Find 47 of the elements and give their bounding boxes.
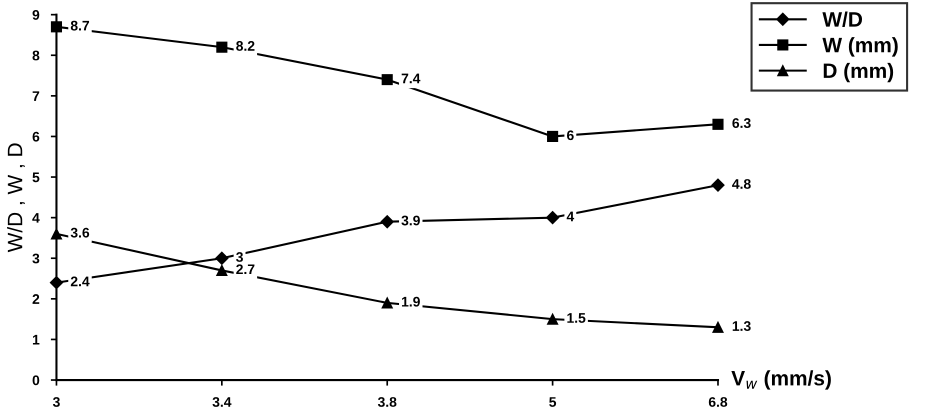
data-label: 6.3 [732,118,751,128]
point [546,211,560,224]
point [382,297,393,308]
point [712,118,724,130]
data-label: 6 [567,130,574,140]
data-label: 8.7 [70,20,90,31]
y-axis-title: W/D , W , D [7,143,25,252]
data-label: 1.3 [732,321,751,332]
x-tick-label: 3.4 [212,397,232,407]
legend-label: D (mm) [824,62,894,82]
data-label: 2.7 [236,264,254,274]
x-axis-title: V$_{w}$ (mm/s) [731,370,831,390]
point [711,178,725,192]
y-tick-label: 6 [32,132,40,142]
data-label: 1.9 [402,296,420,307]
data-label: 3.9 [401,216,420,226]
y-tick-label: 2 [32,294,40,304]
x-tick-label: 3 [52,397,60,407]
y-tick-label: 5 [32,172,40,182]
point [216,42,228,53]
data-label: 3 [236,252,243,262]
data-label: 2.4 [70,276,90,286]
y-tick-label: 9 [32,10,40,20]
point [216,264,228,276]
y-tick-label: 0 [32,375,40,386]
point [380,215,394,228]
point [712,322,724,333]
x-tick-label: 5 [549,397,556,407]
y-tick-label: 4 [32,213,40,223]
data-label: 3.6 [70,228,90,238]
point [547,130,558,142]
data-label: 1.5 [567,313,586,323]
point [547,314,558,325]
point [215,252,228,265]
y-tick-label: 1 [32,334,40,344]
data-label: 8.2 [236,41,254,51]
y-tick-label: 7 [32,91,40,101]
legend-label: W/D [822,11,862,28]
data-label: 7.4 [402,74,420,84]
x-tick-label: 6.8 [708,397,728,407]
legend-label: W (mm) [822,37,898,57]
y-tick-label: 3 [32,254,40,264]
x-tick-label: 3.8 [378,397,396,407]
data-label: 4.8 [732,179,751,189]
y-tick-label: 8 [32,50,40,60]
data-label: 4 [566,212,574,222]
point [382,74,393,86]
